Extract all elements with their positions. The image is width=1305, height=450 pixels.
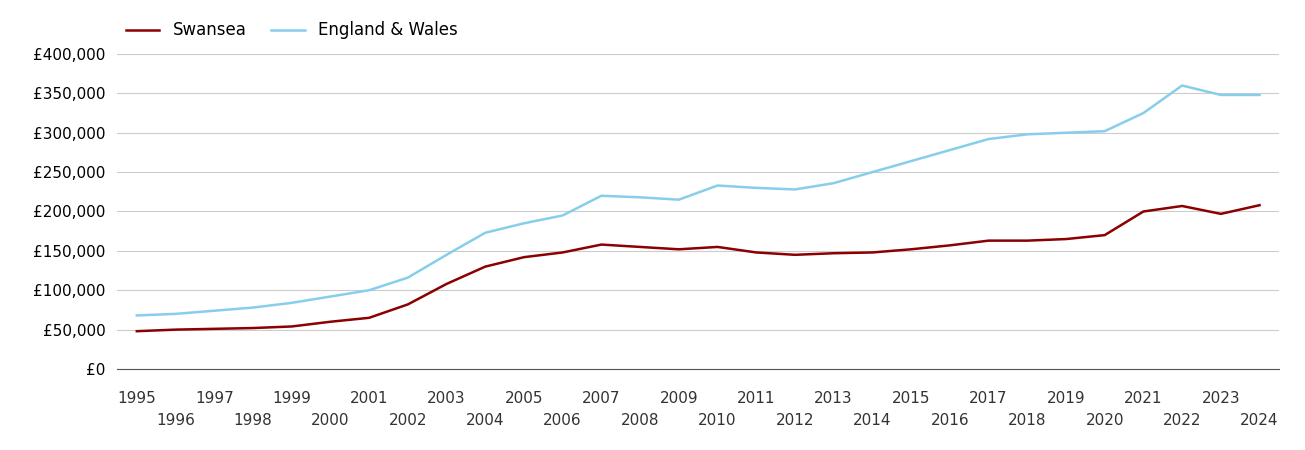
England & Wales <box>322 294 338 299</box>
England & Wales <box>206 308 222 313</box>
Swansea <box>1212 211 1228 216</box>
Swansea <box>1019 238 1035 243</box>
Swansea <box>1251 202 1267 208</box>
Text: 2006: 2006 <box>543 413 582 428</box>
England & Wales <box>245 305 261 310</box>
England & Wales <box>438 252 454 257</box>
Legend: Swansea, England & Wales: Swansea, England & Wales <box>125 22 458 40</box>
Swansea <box>478 264 493 269</box>
Swansea <box>942 243 958 248</box>
Text: 2020: 2020 <box>1086 413 1124 428</box>
Text: 2010: 2010 <box>698 413 737 428</box>
England & Wales <box>903 158 919 164</box>
England & Wales <box>517 220 532 226</box>
England & Wales <box>1212 92 1228 98</box>
Swansea <box>245 325 261 331</box>
England & Wales <box>594 193 609 198</box>
Text: 2017: 2017 <box>970 391 1007 406</box>
Text: 2004: 2004 <box>466 413 505 428</box>
Swansea <box>787 252 803 257</box>
Swansea <box>206 326 222 332</box>
Text: 1997: 1997 <box>194 391 234 406</box>
Swansea <box>632 244 647 250</box>
Swansea <box>594 242 609 247</box>
Swansea <box>1058 236 1074 242</box>
Swansea <box>399 302 415 307</box>
England & Wales <box>865 169 881 175</box>
Swansea <box>865 250 881 255</box>
Swansea <box>168 327 184 332</box>
Swansea <box>826 251 842 256</box>
England & Wales <box>478 230 493 235</box>
England & Wales <box>787 187 803 192</box>
Text: 2011: 2011 <box>737 391 775 406</box>
England & Wales <box>399 275 415 280</box>
England & Wales <box>1251 92 1267 98</box>
Text: 2001: 2001 <box>350 391 389 406</box>
England & Wales <box>748 185 763 190</box>
Text: 1998: 1998 <box>234 413 273 428</box>
Text: 2012: 2012 <box>775 413 814 428</box>
Text: 2008: 2008 <box>621 413 659 428</box>
Text: 2021: 2021 <box>1124 391 1163 406</box>
Text: 2024: 2024 <box>1240 413 1279 428</box>
Swansea <box>129 328 145 334</box>
Swansea <box>1135 209 1151 214</box>
Text: 2016: 2016 <box>930 413 970 428</box>
Text: 2003: 2003 <box>427 391 466 406</box>
England & Wales <box>710 183 726 188</box>
Text: 2009: 2009 <box>659 391 698 406</box>
Text: 2014: 2014 <box>853 413 891 428</box>
Swansea <box>322 319 338 324</box>
Text: 2000: 2000 <box>311 413 350 428</box>
England & Wales <box>1058 130 1074 135</box>
Swansea <box>517 254 532 260</box>
England & Wales <box>283 300 299 306</box>
Swansea <box>903 247 919 252</box>
England & Wales <box>826 180 842 186</box>
England & Wales <box>1174 83 1190 88</box>
Swansea <box>671 247 686 252</box>
England & Wales <box>1019 131 1035 137</box>
Swansea <box>710 244 726 250</box>
Swansea <box>361 315 377 320</box>
England & Wales <box>1135 110 1151 116</box>
Text: 2007: 2007 <box>582 391 621 406</box>
England & Wales <box>942 147 958 153</box>
Swansea <box>1174 203 1190 209</box>
England & Wales <box>981 136 997 142</box>
Swansea <box>438 281 454 287</box>
Swansea <box>555 250 570 255</box>
Text: 2015: 2015 <box>891 391 930 406</box>
England & Wales <box>555 213 570 218</box>
Swansea <box>748 250 763 255</box>
England & Wales <box>168 311 184 317</box>
England & Wales <box>1096 128 1112 134</box>
Swansea <box>283 324 299 329</box>
England & Wales <box>632 194 647 200</box>
Text: 2005: 2005 <box>505 391 543 406</box>
Swansea <box>981 238 997 243</box>
England & Wales <box>671 197 686 202</box>
Text: 1995: 1995 <box>117 391 157 406</box>
Text: 2018: 2018 <box>1007 413 1047 428</box>
Text: 2022: 2022 <box>1163 413 1202 428</box>
England & Wales <box>361 288 377 293</box>
Text: 1996: 1996 <box>157 413 194 428</box>
Line: England & Wales: England & Wales <box>137 86 1259 315</box>
Text: 2013: 2013 <box>814 391 853 406</box>
Text: 2023: 2023 <box>1202 391 1240 406</box>
England & Wales <box>129 313 145 318</box>
Text: 1999: 1999 <box>273 391 311 406</box>
Swansea <box>1096 232 1112 238</box>
Text: 2019: 2019 <box>1047 391 1086 406</box>
Line: Swansea: Swansea <box>137 205 1259 331</box>
Text: 2002: 2002 <box>389 413 427 428</box>
